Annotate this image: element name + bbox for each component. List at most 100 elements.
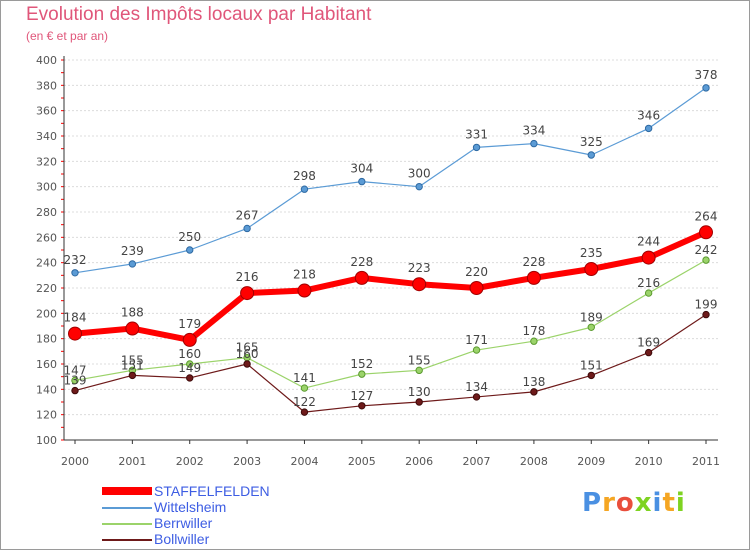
data-point-bollwiller-2006: [415, 398, 423, 406]
data-label-bollwiller-2001: 151: [121, 358, 144, 372]
data-label-staffelfelden-2005: 228: [350, 255, 373, 269]
data-point-berrwiller-2011: [702, 256, 710, 264]
y-tick-label-320: 320: [36, 155, 57, 168]
series-line-staffelfelden: [72, 229, 709, 343]
y-tick-label-220: 220: [36, 282, 57, 295]
data-label-bollwiller-2006: 130: [408, 385, 431, 399]
data-point-staffelfelden-2004: [297, 283, 312, 298]
data-label-bollwiller-2005: 127: [350, 389, 373, 403]
legend-swatch-wittelsheim: [102, 507, 152, 509]
data-label-wittelsheim-2009: 325: [580, 135, 603, 149]
y-tick-label-160: 160: [36, 358, 57, 371]
x-tick-label-2004: 2004: [290, 455, 318, 468]
data-point-berrwiller-2010: [644, 289, 653, 297]
data-label-staffelfelden-2011: 264: [695, 209, 718, 223]
data-label-staffelfelden-2000: 184: [64, 311, 87, 325]
y-tick-label-360: 360: [36, 105, 57, 118]
data-label-berrwiller-2000: 147: [64, 363, 87, 377]
data-point-berrwiller-2000: [71, 376, 79, 385]
data-label-wittelsheim-2002: 250: [178, 230, 201, 244]
data-label-berrwiller-2001: 155: [121, 353, 144, 367]
data-point-staffelfelden-2007: [469, 281, 484, 295]
y-tick-label-340: 340: [36, 130, 57, 143]
data-point-berrwiller-2009: [587, 323, 595, 331]
y-tick-label-400: 400: [36, 54, 57, 67]
x-tick-label-2002: 2002: [176, 455, 204, 468]
series-line-berrwiller: [74, 259, 707, 389]
data-label-wittelsheim-2011: 378: [695, 68, 718, 82]
logo-letter: r: [602, 488, 616, 518]
data-label-staffelfelden-2004: 218: [293, 268, 316, 282]
data-point-wittelsheim-2005: [358, 177, 366, 186]
data-label-bollwiller-2003: 160: [236, 347, 259, 361]
data-point-bollwiller-2011: [702, 310, 710, 319]
legend-label-bollwiller: Bollwiller: [154, 531, 210, 547]
data-point-bollwiller-2004: [300, 408, 309, 416]
data-label-wittelsheim-2006: 300: [408, 167, 431, 181]
data-label-wittelsheim-2004: 298: [293, 169, 316, 183]
data-label-bollwiller-2004: 122: [293, 395, 316, 409]
data-point-berrwiller-2005: [358, 370, 366, 378]
axes: 100 120 140 160 180 200 220 240 260 280 300 320 340 3…: [36, 54, 720, 468]
data-label-berrwiller-2007: 171: [465, 333, 488, 347]
data-label-berrwiller-2002: 160: [178, 347, 201, 361]
data-label-berrwiller-2011: 242: [695, 243, 718, 257]
data-point-berrwiller-2006: [415, 366, 423, 375]
y-tick-label-180: 180: [36, 333, 57, 346]
data-label-bollwiller-2011: 199: [695, 298, 718, 312]
data-point-wittelsheim-2001: [128, 260, 137, 268]
y-tick-label-200: 200: [36, 307, 57, 320]
data-point-staffelfelden-2002: [182, 332, 197, 347]
data-label-berrwiller-2006: 155: [408, 353, 431, 367]
legend-swatch-staffelfelden: [102, 487, 152, 495]
data-point-staffelfelden-2001: [125, 321, 140, 336]
data-point-bollwiller-2003: [243, 360, 251, 368]
data-point-bollwiller-2009: [587, 371, 595, 380]
data-point-staffelfelden-2011: [699, 225, 713, 240]
x-tick-label-2008: 2008: [520, 455, 548, 468]
data-label-berrwiller-2005: 152: [350, 357, 373, 371]
data-label-bollwiller-2008: 138: [522, 375, 545, 389]
logo-letter: t: [662, 488, 676, 518]
data-point-berrwiller-2004: [300, 384, 309, 392]
data-label-staffelfelden-2007: 220: [465, 265, 488, 279]
data-point-bollwiller-2005: [358, 402, 366, 410]
data-label-bollwiller-2007: 134: [465, 380, 488, 394]
data-point-berrwiller-2002: [186, 360, 194, 368]
series-line-wittelsheim: [74, 87, 707, 274]
data-label-berrwiller-2003: 165: [236, 341, 259, 355]
y-tick-label-260: 260: [36, 231, 57, 244]
data-label-berrwiller-2009: 189: [580, 310, 603, 324]
x-tick-label-2006: 2006: [405, 455, 433, 468]
data-label-bollwiller-2002: 149: [178, 361, 201, 375]
chart-subtitle: (en € et par an): [26, 29, 109, 43]
data-label-staffelfelden-2002: 179: [178, 317, 201, 331]
data-label-staffelfelden-2009: 235: [580, 246, 603, 260]
data-point-bollwiller-2001: [128, 371, 137, 380]
data-point-wittelsheim-2004: [300, 185, 309, 193]
data-point-staffelfelden-2005: [354, 270, 369, 285]
data-point-wittelsheim-2011: [702, 84, 710, 92]
y-tick-label-120: 120: [36, 409, 57, 422]
x-tick-label-2010: 2010: [635, 455, 663, 468]
x-tick-label-2011: 2011: [692, 455, 720, 468]
x-tick-label-2009: 2009: [577, 455, 605, 468]
data-label-wittelsheim-2010: 346: [637, 108, 660, 122]
data-label-wittelsheim-2007: 331: [465, 127, 488, 141]
data-point-wittelsheim-2002: [186, 246, 194, 254]
data-label-wittelsheim-2003: 267: [236, 208, 259, 222]
data-label-bollwiller-2000: 139: [64, 374, 87, 388]
legend-label-wittelsheim: Wittelsheim: [154, 499, 227, 515]
data-point-wittelsheim-2008: [530, 139, 538, 148]
data-point-bollwiller-2000: [71, 386, 79, 395]
data-label-wittelsheim-2008: 334: [522, 124, 545, 138]
data-label-bollwiller-2010: 169: [637, 336, 660, 350]
y-tick-label-100: 100: [36, 434, 57, 447]
y-tick-label-140: 140: [36, 383, 57, 396]
data-label-berrwiller-2010: 216: [637, 276, 660, 290]
data-point-staffelfelden-2006: [412, 277, 427, 292]
series-layer: [68, 84, 713, 416]
y-tick-label-280: 280: [36, 206, 57, 219]
x-tick-label-2000: 2000: [61, 455, 89, 468]
